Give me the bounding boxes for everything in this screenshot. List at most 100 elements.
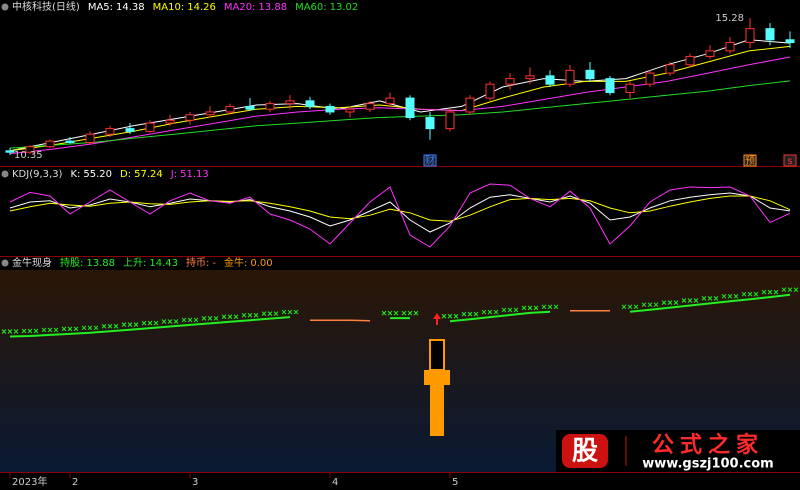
hold-marker (61, 326, 67, 332)
watermark-url: www.gszj100.com (642, 457, 773, 472)
hold-marker (687, 298, 693, 303)
hold-marker (681, 298, 687, 303)
ma-line (9, 56, 791, 155)
signal-line (310, 310, 610, 322)
hold-marker (267, 311, 273, 316)
hold-marker (33, 328, 39, 334)
kdj-line (9, 183, 791, 248)
hold-marker (41, 327, 47, 333)
hold-marker (727, 293, 733, 299)
signal-bar-low (430, 385, 444, 436)
panel-title: KDJ(9,3,3) (12, 169, 63, 180)
hold-marker (241, 312, 247, 318)
header-icon (1, 259, 9, 267)
event-badge (783, 154, 797, 167)
hold-marker (147, 320, 153, 326)
hold-marker (793, 287, 799, 293)
legend-name: MA20: (224, 2, 256, 13)
hold-marker (193, 317, 199, 323)
candle-body (605, 78, 615, 94)
hold-marker (481, 309, 487, 315)
hold-marker (521, 305, 527, 311)
hold-marker (207, 316, 213, 321)
panel-header: KDJ(9,3,3) K: 55.20 D: 57.24 J: 51.13 (12, 169, 209, 180)
watermark-text: 公式之家 (652, 432, 764, 458)
hold-marker (73, 326, 79, 332)
hold-marker (741, 291, 747, 297)
hold-marker (381, 310, 387, 316)
hold-marker (247, 312, 253, 318)
watermark-icon-bg (562, 434, 608, 468)
hold-marker (553, 304, 559, 310)
hold-marker (181, 317, 187, 323)
event-label: 预 (745, 155, 755, 167)
candle-body (745, 28, 755, 44)
month-label: 2023年 (12, 475, 47, 488)
candle-body (445, 111, 455, 130)
hold-marker (213, 316, 219, 321)
hold-marker (633, 304, 639, 310)
candle-body (565, 69, 575, 85)
hold-marker (461, 311, 467, 317)
low-label: 10.35 (14, 150, 43, 161)
hold-marker (713, 296, 719, 301)
high-label: 15.28 (715, 13, 744, 24)
event-badge (743, 154, 757, 167)
signal-bar-mid (424, 370, 450, 385)
hold-marker (273, 311, 279, 316)
hold-marker (541, 304, 547, 310)
hold-marker (761, 289, 767, 295)
event-label: s (787, 156, 792, 167)
hold-marker (67, 326, 73, 332)
candle-body (45, 140, 55, 148)
candle-body (625, 83, 635, 94)
candle-body (685, 55, 695, 66)
legend-name: MA60: (295, 2, 327, 13)
header-icon (1, 3, 9, 11)
event-badge (423, 154, 437, 167)
candle-body (465, 97, 475, 113)
hold-marker (127, 322, 133, 328)
candle-body (25, 146, 35, 153)
hold-marker (473, 311, 479, 317)
month-label: 3 (192, 477, 198, 488)
hold-marker (293, 309, 299, 315)
legend-value: 51.13 (180, 169, 209, 180)
hold-marker (413, 310, 419, 316)
hold-marker (107, 323, 113, 329)
hold-marker (233, 314, 239, 320)
candle-body (425, 117, 435, 130)
ma-line (9, 80, 791, 149)
hold-marker (141, 320, 147, 326)
event-label: 财 (425, 154, 435, 167)
legend-value: 57.24 (134, 169, 163, 180)
legend-value: - (212, 258, 216, 269)
hold-marker (661, 300, 667, 305)
candle-body (165, 119, 175, 124)
candle-body (585, 69, 595, 80)
legend-name: 持股: (60, 256, 83, 269)
candle-body (525, 75, 535, 80)
hold-marker (721, 293, 727, 299)
hold-marker (667, 300, 673, 305)
hold-marker (401, 310, 407, 316)
signal-line (9, 293, 791, 338)
header-icon (1, 170, 9, 178)
panel-title: 金牛现身 (12, 256, 52, 269)
hold-marker (673, 300, 679, 305)
hold-marker (153, 320, 159, 326)
signal-arrow (433, 313, 441, 325)
hold-marker (621, 304, 627, 310)
hold-marker (467, 311, 473, 317)
legend-name: MA10: (153, 2, 185, 13)
hold-marker (21, 328, 27, 334)
hold-marker (201, 316, 207, 321)
candle-body (285, 100, 295, 105)
candle-body (645, 72, 655, 85)
month-label: 2 (72, 477, 78, 488)
candle-body (305, 100, 315, 107)
hold-marker (173, 319, 179, 324)
hold-marker (773, 289, 779, 295)
hold-marker (453, 313, 459, 319)
